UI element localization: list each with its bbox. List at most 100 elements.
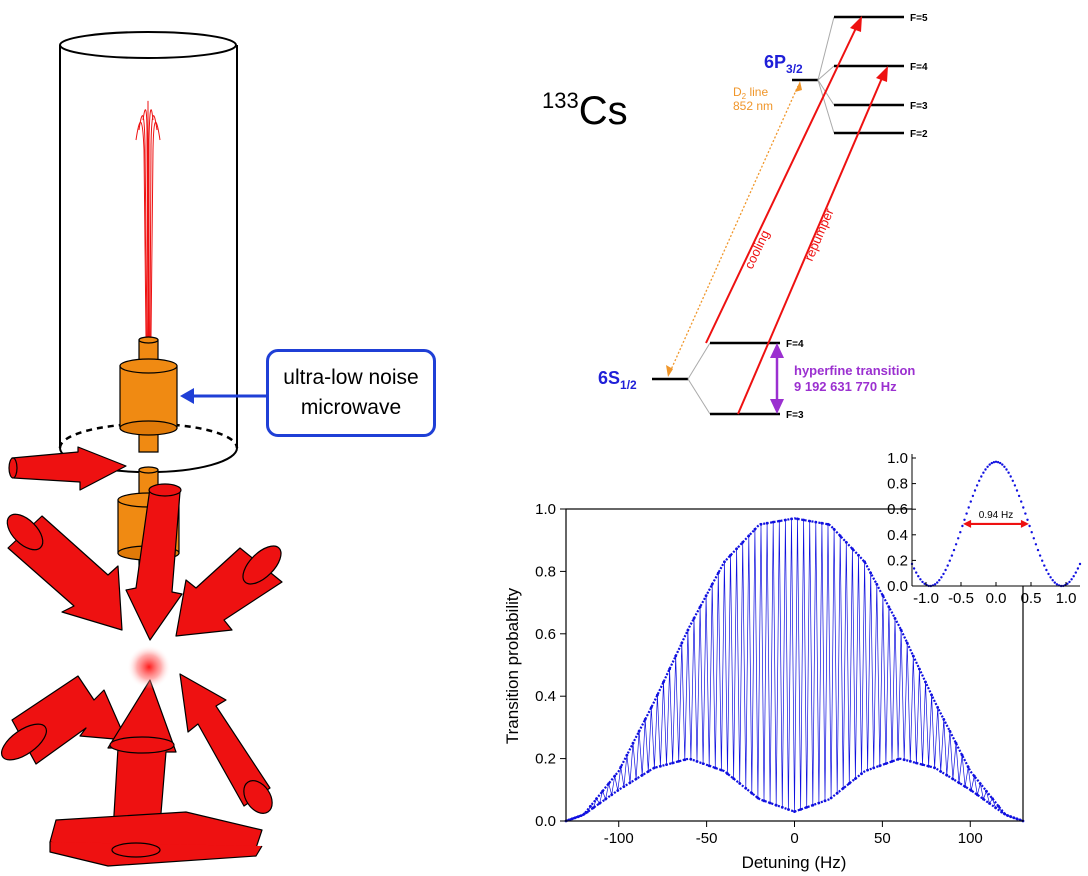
inset-point xyxy=(1030,531,1033,534)
inset-central-fringe-chart: -1.0 -0.5 0.0 0.5 1.0 0.0 0.2 0.4 0.6 0.8 1.0 0.94… xyxy=(887,450,1082,607)
inset-point xyxy=(919,578,922,581)
inset-point xyxy=(999,461,1002,465)
inset-point xyxy=(1051,579,1054,582)
x-tick-label: 100 xyxy=(958,830,983,847)
inset-point xyxy=(965,512,968,515)
inset-point xyxy=(959,531,962,534)
inset-x-tick-label: 0.0 xyxy=(986,590,1007,607)
inset-point xyxy=(1003,465,1006,468)
x-tick-label: -100 xyxy=(604,830,634,847)
inset-point xyxy=(996,461,1000,464)
hyperfine-label-line1: hyperfine transition xyxy=(794,363,915,378)
ramsey-fringes-data xyxy=(564,517,1025,823)
inset-point xyxy=(923,582,926,585)
inset-point xyxy=(915,571,918,574)
level-label-F3-excited: F=3 xyxy=(910,101,928,112)
main-axes: -100 -50 0 50 100 0.0 0.2 0.4 0.6 0.8 1.0 xyxy=(535,501,983,847)
y-tick-label: 0.8 xyxy=(535,563,556,580)
inset-point xyxy=(1009,475,1012,478)
callout-line-2: microwave xyxy=(300,396,402,419)
ground-state-label: 6S1/2 xyxy=(598,368,637,392)
cooling-label: cooling xyxy=(741,228,772,272)
vacuum-tube xyxy=(58,31,239,474)
inset-point xyxy=(1001,463,1004,466)
level-label-F5: F=5 xyxy=(910,13,928,24)
d2-line-arrow xyxy=(666,81,802,377)
inset-point xyxy=(1041,559,1044,562)
inset-point xyxy=(1020,500,1023,503)
microwave-callout: ultra-low noise microwave xyxy=(266,349,436,437)
cs-energy-diagram: 133Cs F=5 F=4 F=3 xyxy=(542,13,928,421)
inset-point xyxy=(1053,581,1057,584)
inset-point xyxy=(1078,562,1082,566)
inset-point xyxy=(971,494,975,498)
inset-point xyxy=(1068,580,1071,584)
inset-point xyxy=(1036,548,1040,552)
inset-point xyxy=(1005,468,1008,471)
cooling-arrow xyxy=(705,16,862,344)
inset-y-tick-label: 0.2 xyxy=(887,552,908,569)
x-tick-label: 0 xyxy=(790,830,798,847)
callout-arrow xyxy=(180,388,266,404)
hyperfine-transition-arrow xyxy=(770,343,784,414)
inset-point xyxy=(1047,572,1050,576)
inset-point xyxy=(940,576,943,579)
excited-state-label: 6P3/2 xyxy=(764,52,803,76)
envelope-lower xyxy=(565,757,1024,823)
inset-x-tick-label: 0.5 xyxy=(1021,590,1042,607)
inset-point xyxy=(990,461,993,465)
laser-beams xyxy=(1,446,283,867)
d2-wavelength-label: 852 nm xyxy=(733,99,773,113)
inset-y-tick-label: 0.6 xyxy=(887,501,908,518)
level-label-F4-excited: F=4 xyxy=(910,62,928,73)
fwhm-arrow xyxy=(963,519,1029,528)
inset-y-tick-label: 1.0 xyxy=(887,450,908,467)
atom-fountain-trajectories xyxy=(135,100,161,339)
inset-point xyxy=(1070,578,1073,581)
fwhm-head-left xyxy=(963,519,972,528)
inset-point xyxy=(1017,494,1021,498)
inset-point xyxy=(942,572,945,576)
level-label-F2: F=2 xyxy=(910,129,928,140)
inset-point xyxy=(961,524,964,528)
x-tick-label: 50 xyxy=(874,830,891,847)
inset-point xyxy=(933,583,937,586)
inset-point xyxy=(1007,471,1010,474)
inset-point xyxy=(992,461,996,464)
inset-point xyxy=(948,559,951,562)
inset-point xyxy=(1049,576,1052,579)
inset-point xyxy=(936,581,939,584)
inset-point xyxy=(1011,479,1014,482)
inset-point xyxy=(1022,506,1025,509)
inset-point xyxy=(944,568,947,572)
inset-point xyxy=(980,475,983,478)
inset-point xyxy=(946,564,949,567)
x-tick-label: -50 xyxy=(696,830,718,847)
inset-point xyxy=(912,567,916,570)
hyperfine-frequency-label: 9 192 631 770 Hz xyxy=(794,379,897,394)
repumper-arrow xyxy=(737,66,888,415)
inset-point xyxy=(978,479,981,482)
inset-point xyxy=(1045,568,1048,572)
isotope-label: 133Cs xyxy=(542,88,628,133)
inset-point xyxy=(952,548,956,552)
fwhm-label: 0.94 Hz xyxy=(979,510,1013,521)
d2-line-label: D2 line xyxy=(733,85,768,101)
inset-point xyxy=(921,580,924,584)
ground-hyperfine-levels xyxy=(710,341,780,416)
level-label-F4-ground: F=4 xyxy=(786,339,804,350)
inset-point xyxy=(975,484,979,487)
envelope-upper xyxy=(565,517,1024,823)
inset-point xyxy=(950,554,954,557)
callout-line-1: ultra-low noise xyxy=(283,366,419,389)
inset-point xyxy=(967,506,970,509)
inset-point xyxy=(988,463,991,466)
inset-point xyxy=(1043,564,1046,567)
inset-point xyxy=(994,460,998,463)
inset-point xyxy=(1076,567,1080,570)
inset-point xyxy=(1072,575,1075,578)
inset-x-tick-label: -0.5 xyxy=(948,590,974,607)
inset-point xyxy=(973,489,977,492)
inset-axes: -1.0 -0.5 0.0 0.5 1.0 0.0 0.2 0.4 0.6 0.8 1.0 xyxy=(887,450,1080,607)
